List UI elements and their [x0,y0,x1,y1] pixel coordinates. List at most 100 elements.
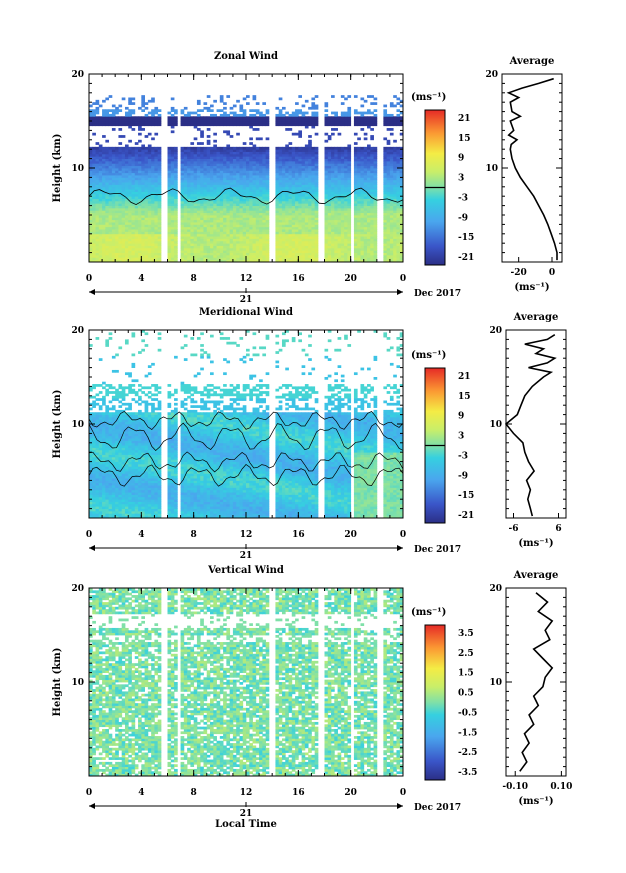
x-tick-label: 0 [86,530,92,540]
average-profile: Average 20 10 -0.10 0.10 (ms⁻¹) [489,570,572,807]
average-profile: Average 20 10 -20 0(ms⁻¹) [485,56,563,293]
panel-meridional: Meridional Wind 0 4 8 12 16 20 0 20 10 Height (km)… [52,307,567,561]
panel-title: Zonal Wind [214,51,278,62]
average-title: Average [509,56,555,67]
colorbar-tick-label: 2.5 [458,649,474,659]
colorbar-tick-label: -2.5 [458,748,477,758]
x-tick-label: 12 [240,788,253,798]
colorbar-tick-label: 3 [458,174,464,184]
colorbar-tick-label: -21 [458,253,474,263]
x-tick-label: 20 [344,788,357,798]
colorbar-tick-label: -9 [458,471,468,481]
average-x-tick-label: -6 [509,524,519,534]
x-tick-label: 4 [138,530,144,540]
average-line [519,592,554,772]
y-tick-label: 20 [71,584,84,594]
y-tick-label: 20 [489,584,502,594]
colorbar-unit: (ms⁻¹) [411,350,446,361]
x-tick-label: 16 [292,530,305,540]
colorbar-tick-label: 15 [458,134,471,144]
colorbar-tick-label: -3 [458,193,468,203]
colorbar-tick-label: 9 [458,154,464,164]
average-x-tick-label: -0.10 [502,782,528,792]
average-x-tick-label: 6 [555,524,561,534]
average-title: Average [513,312,559,323]
colorbar-tick-label: -0.5 [458,708,477,718]
colorbar-tick-label: 21 [458,114,471,124]
y-tick-label: 10 [489,678,502,688]
date-line-arrow [397,545,403,551]
date-suffix: Dec 2017 [414,545,461,555]
average-x-tick-label: -20 [511,268,527,278]
x-tick-label: 8 [191,530,197,540]
x-tick-label: 20 [344,274,357,284]
x-tick-label: 0 [86,788,92,798]
heatmap-vertical [89,588,404,777]
colorbar-unit: (ms⁻¹) [411,92,446,103]
date-label: 21 [240,551,253,561]
average-line [504,334,557,517]
zero-contour [88,464,404,487]
colorbar-tick-label: -3 [458,451,468,461]
panel-title: Meridional Wind [199,307,293,318]
colorbar-tick-label: -15 [458,491,474,501]
y-tick-label: 10 [71,420,84,430]
x-tick-label: 8 [191,274,197,284]
average-x-tick-label: 0 [549,268,555,278]
colorbar-tick-label: -15 [458,233,474,243]
colorbar-unit: (ms⁻¹) [411,607,446,618]
x-tick-label: 12 [240,530,253,540]
y-tick-label: 20 [71,70,84,80]
colorbar-tick-label: 3.5 [458,629,474,639]
date-line-arrow [89,803,95,809]
x-tick-label: 12 [240,274,253,284]
x-tick-label: 0 [400,530,406,540]
date-suffix: Dec 2017 [414,289,461,299]
y-axis-label: Height (km) [52,390,63,459]
average-profile: Average 20 10 -6 6(ms⁻¹) [489,312,567,549]
x-tick-label: 0 [400,274,406,284]
y-axis-label: Height (km) [52,648,63,717]
x-tick-label: 16 [292,274,305,284]
average-frame [505,329,567,519]
date-label: 21 [240,295,253,305]
date-line-arrow [397,289,403,295]
average-unit: (ms⁻¹) [518,796,553,807]
y-axis-label: Height (km) [52,134,63,203]
average-unit: (ms⁻¹) [518,538,553,549]
x-tick-label: 0 [400,788,406,798]
average-title: Average [513,570,559,581]
colorbar-tick-label: 3 [458,432,464,442]
date-line-arrow [89,545,95,551]
average-x-tick-label: 0.10 [550,782,572,792]
zero-contour [88,422,404,451]
y-tick-label: 20 [71,326,84,336]
colorbar-tick-label: 0.5 [458,689,474,699]
date-line-arrow [397,803,403,809]
zero-contour [88,187,404,206]
y-tick-label: 20 [489,326,502,336]
x-tick-label: 20 [344,530,357,540]
y-tick-label: 10 [485,164,498,174]
colorbar-tick-label: 15 [458,392,471,402]
colorbar-tick-label: 1.5 [458,669,474,679]
average-unit: (ms⁻¹) [514,282,549,293]
x-tick-label: 8 [191,788,197,798]
date-label: 21 [240,809,253,819]
x-tick-label: 0 [86,274,92,284]
average-line [506,77,558,261]
panel-vertical: Vertical Wind 0 4 8 12 16 20 0 20 10 Height (km) 21… [52,565,572,830]
y-tick-label: 10 [71,164,84,174]
panel-zonal: Zonal Wind 0 4 8 12 16 20 0 20 10 Height (km) 21 Dec… [52,51,563,305]
heatmap-zonal [89,95,404,263]
y-tick-label: 20 [485,70,498,80]
average-frame [505,587,567,777]
colorbar-tick-label: -21 [458,511,474,521]
x-tick-label: 16 [292,788,305,798]
date-suffix: Dec 2017 [414,803,461,813]
colorbar-tick-label: 21 [458,372,471,382]
panel-title: Vertical Wind [207,565,284,576]
colorbar-tick-label: -3.5 [458,768,477,778]
y-tick-label: 10 [71,678,84,688]
